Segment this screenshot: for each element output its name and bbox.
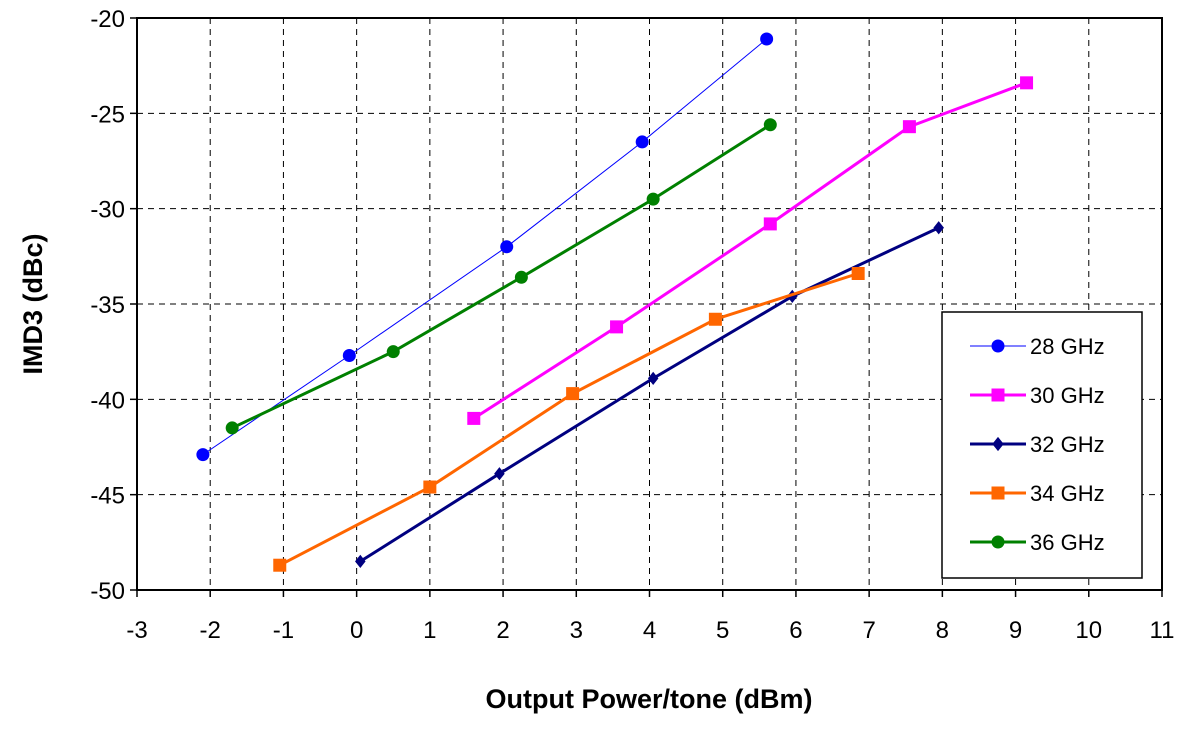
x-tick-label: -1 [273,617,294,644]
data-point [763,118,777,132]
data-point [225,421,239,435]
data-point [386,345,400,359]
legend-marker [991,388,1005,402]
x-tick-label: 4 [643,617,656,644]
y-tick-label: -40 [90,387,125,414]
x-tick-label: 0 [350,617,363,644]
x-tick-label: -2 [200,617,221,644]
legend-label: 28 GHz [1030,334,1105,359]
series-line [202,38,767,456]
data-point [933,221,944,235]
data-point [646,192,660,206]
y-tick-label: -20 [90,6,125,33]
data-point [500,240,514,254]
y-tick-label: -35 [90,292,125,319]
legend-item: 30 GHz [970,383,1105,408]
series-line [279,272,859,567]
data-point [1020,76,1034,90]
x-axis-title: Output Power/tone (dBm) [486,684,813,714]
legend-label: 30 GHz [1030,383,1105,408]
data-point [467,411,481,425]
x-tick-label: 2 [496,617,509,644]
data-point [355,554,366,568]
x-tick-label: 11 [1150,617,1175,644]
legend-item: 34 GHz [970,481,1105,506]
legend-marker [991,339,1005,353]
data-point [514,270,528,284]
data-point [610,320,624,334]
x-tick-label: 9 [1009,617,1022,644]
series-0 [196,32,774,462]
y-tick-label: -30 [90,197,125,224]
legend-item: 32 GHz [970,432,1105,457]
series-4 [225,118,777,435]
y-tick-label: -45 [90,483,125,510]
y-tick-label: -50 [90,578,125,605]
series-layer [196,32,1034,572]
x-tick-label: 3 [570,617,583,644]
y-axis-title: IMD3 (dBc) [18,234,48,375]
data-point [423,480,437,494]
legend-label: 34 GHz [1030,481,1105,506]
x-tick-label: 8 [936,617,949,644]
data-point [494,467,505,481]
series-3 [273,266,865,572]
data-point [342,348,356,362]
x-tick-label: 10 [1075,617,1102,644]
x-tick-label: 7 [862,617,875,644]
x-tick-label: -3 [126,617,147,644]
legend-item: 28 GHz [970,334,1105,359]
y-tick-label: -25 [90,101,125,128]
tick-labels: -3 -2 -1 0 1 2 3 4 5 6 7 8 9 10 11 -20 -25 -30 -35 -40 -45 -5… [90,6,1174,644]
data-point [273,558,287,572]
data-point [566,387,580,401]
x-tick-label: 5 [716,617,729,644]
legend-label: 32 GHz [1030,432,1105,457]
x-tick-label: 6 [789,617,802,644]
legend-item: 36 GHz [970,530,1105,555]
data-point [763,217,777,231]
data-point [635,135,649,149]
legend-marker [991,535,1005,549]
data-point [851,266,865,280]
data-point [647,371,659,385]
x-tick-label: 1 [423,617,436,644]
data-point [760,32,774,46]
legend-marker [991,486,1005,500]
data-point [708,312,722,326]
series-1 [467,76,1034,425]
legend-marker [992,436,1004,452]
data-point [196,448,210,462]
legend-label: 36 GHz [1030,530,1105,555]
legend: 28 GHz 30 GHz 32 GHz 34 GHz 36 GHz [941,311,1143,579]
data-point [902,120,916,134]
